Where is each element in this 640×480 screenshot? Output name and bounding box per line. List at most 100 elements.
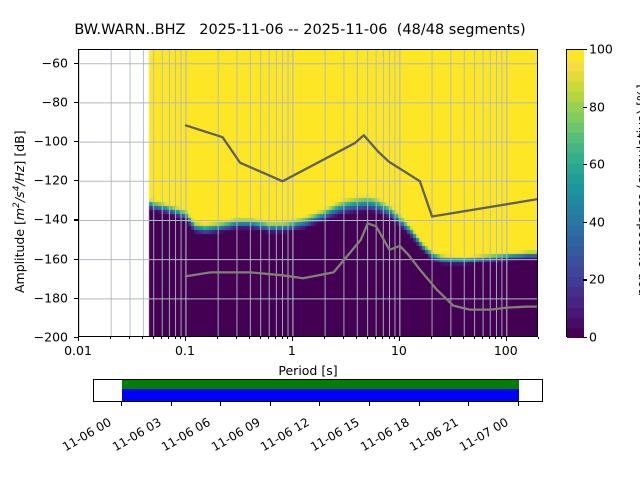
x-tick	[366, 337, 368, 340]
x-tick-label: 1	[287, 343, 296, 358]
x-axis-label: Period [s]	[278, 363, 338, 378]
timeline-tick	[517, 402, 519, 406]
x-tick-label: 10	[390, 343, 407, 358]
timeline-tick	[319, 402, 321, 406]
x-tick	[324, 337, 326, 340]
colorbar-tick	[583, 49, 587, 51]
colorbar-tick	[583, 279, 587, 281]
y-tick	[74, 141, 78, 143]
x-tick	[174, 337, 176, 340]
x-tick	[110, 337, 112, 340]
colorbar	[566, 49, 584, 338]
timeline-tick	[418, 402, 420, 406]
x-tick	[259, 337, 261, 340]
x-tick	[463, 337, 465, 340]
y-tick-label: −160	[33, 251, 68, 267]
x-tick-label: 0.01	[64, 343, 92, 358]
x-tick-label: 100	[493, 343, 518, 358]
colorbar-tick	[583, 221, 587, 223]
timeline-tick	[121, 402, 122, 406]
x-tick	[180, 337, 182, 340]
data-coverage-timeline[interactable]	[93, 379, 543, 402]
timeline-tick	[368, 402, 370, 406]
y-tick	[74, 337, 78, 339]
y-tick	[74, 62, 78, 64]
y-tick-label: −100	[33, 133, 68, 149]
x-tick	[382, 337, 384, 340]
y-tick	[74, 297, 78, 299]
timeline-tick-label: 11-06 21	[407, 415, 461, 455]
timeline-tick	[220, 402, 222, 406]
colorbar-tick	[583, 337, 587, 339]
timeline-tick-label: 11-06 06	[159, 415, 213, 455]
x-tick	[482, 337, 484, 340]
x-tick	[431, 337, 433, 340]
x-tick	[489, 337, 491, 340]
y-tick	[74, 219, 78, 221]
x-tick	[249, 337, 251, 340]
x-tick	[281, 337, 283, 340]
timeline-tick	[468, 402, 470, 406]
colorbar-tick-label: 80	[589, 99, 605, 115]
colorbar-tick	[583, 106, 587, 108]
x-tick	[217, 337, 219, 340]
x-tick	[375, 337, 377, 340]
y-tick-label: −140	[33, 211, 68, 227]
timeline-tick-label: 11-07 00	[456, 415, 511, 455]
x-tick	[152, 337, 154, 340]
x-tick	[394, 337, 396, 340]
timeline-tick-label: 11-06 09	[208, 415, 263, 455]
y-tick	[74, 258, 78, 260]
x-tick	[142, 337, 144, 340]
noise-model-lines	[184, 124, 537, 311]
y-tick-label: −200	[33, 329, 68, 345]
x-tick	[161, 337, 163, 340]
timeline-tick-label: 11-06 15	[307, 415, 362, 455]
colorbar-tick-label: 0	[589, 329, 597, 345]
x-tick	[168, 337, 170, 340]
colorbar-tick	[583, 164, 587, 166]
x-tick	[268, 337, 270, 340]
x-tick	[473, 337, 475, 340]
coverage-bar-green	[122, 380, 519, 389]
x-tick	[275, 337, 277, 340]
colorbar-tick-label: 60	[589, 156, 605, 172]
plot-gridlines	[79, 50, 537, 336]
y-tick-label: −80	[41, 94, 68, 110]
x-tick	[342, 337, 344, 340]
x-tick	[356, 337, 358, 340]
x-tick	[500, 337, 502, 340]
colorbar-tick-label: 40	[589, 214, 605, 230]
x-tick	[388, 337, 390, 340]
colorbar-tick-label: 100	[589, 41, 613, 57]
x-tick	[78, 337, 80, 341]
x-tick	[505, 337, 507, 341]
y-tick-label: −60	[41, 55, 68, 71]
x-tick	[291, 337, 293, 341]
timeline-tick	[269, 402, 271, 406]
figure-title: BW.WARN..BHZ 2025-11-06 -- 2025-11-06 (4…	[74, 22, 526, 38]
ppsd-plot-area[interactable]	[78, 49, 538, 337]
coverage-bar-blue	[122, 389, 519, 401]
x-tick	[129, 337, 131, 340]
ppsd-histogram-canvas	[79, 50, 537, 336]
y-axis-label: Amplitude [m2/s4/Hz] [dB]	[12, 130, 28, 293]
x-tick	[538, 337, 540, 340]
timeline-tick-label: 11-06 12	[258, 415, 313, 455]
y-tick	[74, 101, 78, 104]
colorbar-gradient	[567, 50, 584, 338]
timeline-tick-label: 11-06 00	[60, 415, 114, 455]
y-tick-label: −180	[33, 290, 68, 306]
x-tick	[495, 337, 497, 340]
y-tick	[74, 180, 78, 182]
y-tick-label: −120	[33, 172, 68, 188]
x-tick	[449, 337, 451, 340]
x-tick	[287, 337, 289, 340]
x-tick	[185, 337, 187, 341]
colorbar-tick-label: 20	[589, 271, 605, 287]
colorbar-label: non-exceedance (cumulative) [%]	[634, 84, 640, 296]
x-tick-label: 0.1	[175, 343, 195, 358]
timeline-tick	[170, 402, 172, 406]
timeline-tick-label: 11-06 18	[357, 415, 412, 455]
